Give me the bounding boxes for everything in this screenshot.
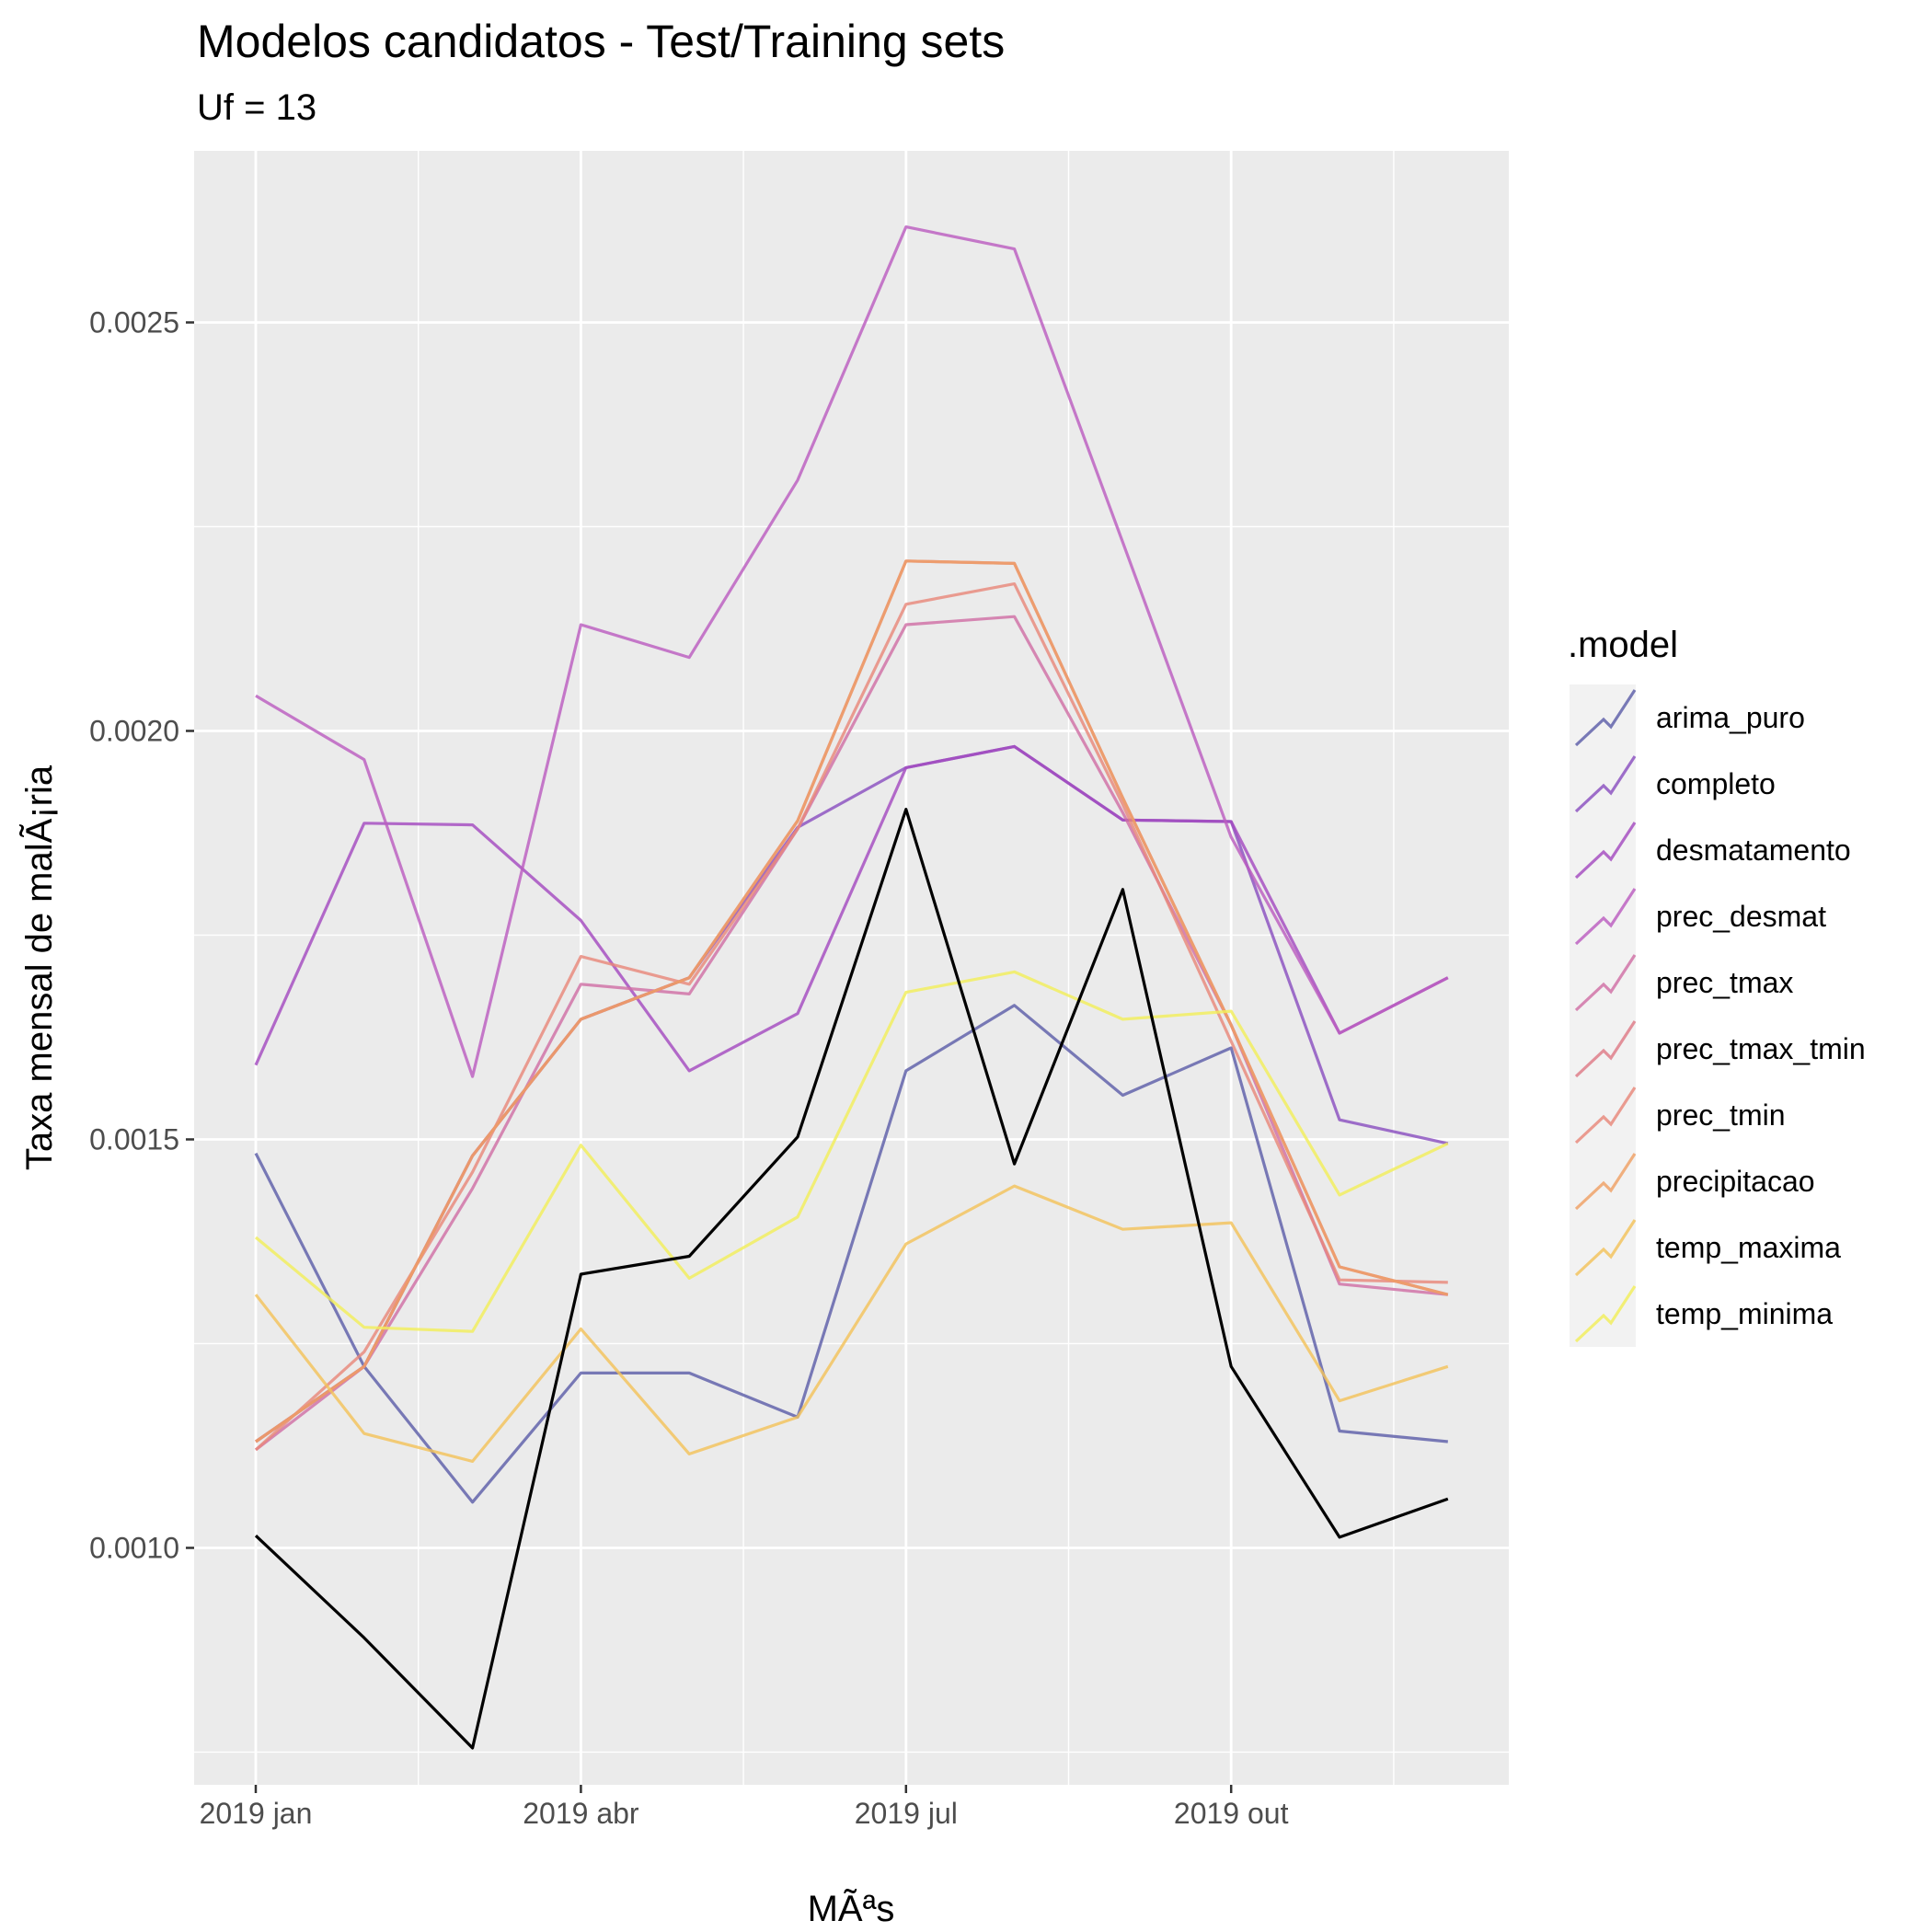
legend-label-temp-maxima: temp_maxima [1656,1231,1841,1264]
y-tick-label: 0.0025 [89,305,179,339]
legend-label-desmatamento: desmatamento [1656,834,1851,867]
y-axis: 0.0010 0.0015 0.0020 0.0025 [89,305,194,1564]
series-line-desmatamento [254,744,1449,1073]
grid-minor [194,151,1509,1785]
legend-key-completo [1574,755,1637,813]
legend-label-prec-tmax: prec_tmax [1656,966,1793,999]
legend-label-completo: completo [1656,767,1776,800]
legend-label-prec-desmat: prec_desmat [1656,900,1826,933]
legend-key-temp-maxima [1574,1219,1637,1277]
y-axis-title: Taxa mensal de malÃ¡ria [18,765,60,1170]
y-tick-label: 0.0020 [89,714,179,747]
y-tick-label: 0.0010 [89,1531,179,1564]
legend-label-prec-tmax-tmin: prec_tmax_tmin [1656,1032,1866,1065]
y-tick-label: 0.0015 [89,1122,179,1156]
x-tick-label: 2019 abr [523,1797,639,1830]
legend-key-prec-desmat [1574,888,1637,946]
legend-key-prec-tmax [1574,954,1637,1012]
series-line-temp-minima [254,970,1449,1333]
x-tick-label: 2019 jan [200,1797,313,1830]
grid-major [194,151,1509,1785]
legend-key-arima-puro [1574,689,1637,747]
legend-label-temp-minima: temp_minima [1656,1297,1833,1330]
series-line-prec-tmin [254,581,1448,1452]
legend-key-temp-minima [1574,1285,1637,1343]
plot-panel [194,151,1509,1785]
chart-subtitle: Uf = 13 [197,87,316,128]
x-axis-title: MÃªs [808,1888,895,1929]
legend-key-precipitacao [1574,1153,1637,1211]
legend-label-precipitacao: precipitacao [1656,1165,1815,1198]
legend-label-prec-tmin: prec_tmin [1656,1098,1786,1132]
series-line-temp-maxima [254,1184,1449,1464]
x-tick-label: 2019 jul [855,1797,958,1830]
legend-key-prec-tmax-tmin [1574,1020,1637,1078]
legend-label-arima-puro: arima_puro [1656,701,1805,734]
series-line-arima-puro [254,1004,1448,1504]
x-axis: 2019 jan 2019 abr 2019 jul 2019 out [200,1785,1289,1830]
legend-key-prec-tmin [1574,1087,1637,1144]
chart-title: Modelos candidatos - Test/Training sets [197,16,1005,67]
series-layer [254,225,1449,1750]
series-line-actual [254,808,1449,1750]
legend-key-background [1570,684,1636,1347]
legend: .model arima_puro completo desmatamento pre… [1568,625,1866,1347]
x-tick-label: 2019 out [1174,1797,1289,1830]
series-line-precipitacao [255,559,1449,1443]
legend-key-desmatamento [1574,822,1637,880]
legend-items: arima_puro completo desmatamento prec_desma… [1570,684,1866,1347]
series-line-prec-desmat [255,225,1449,1078]
legend-title: .model [1568,625,1678,665]
